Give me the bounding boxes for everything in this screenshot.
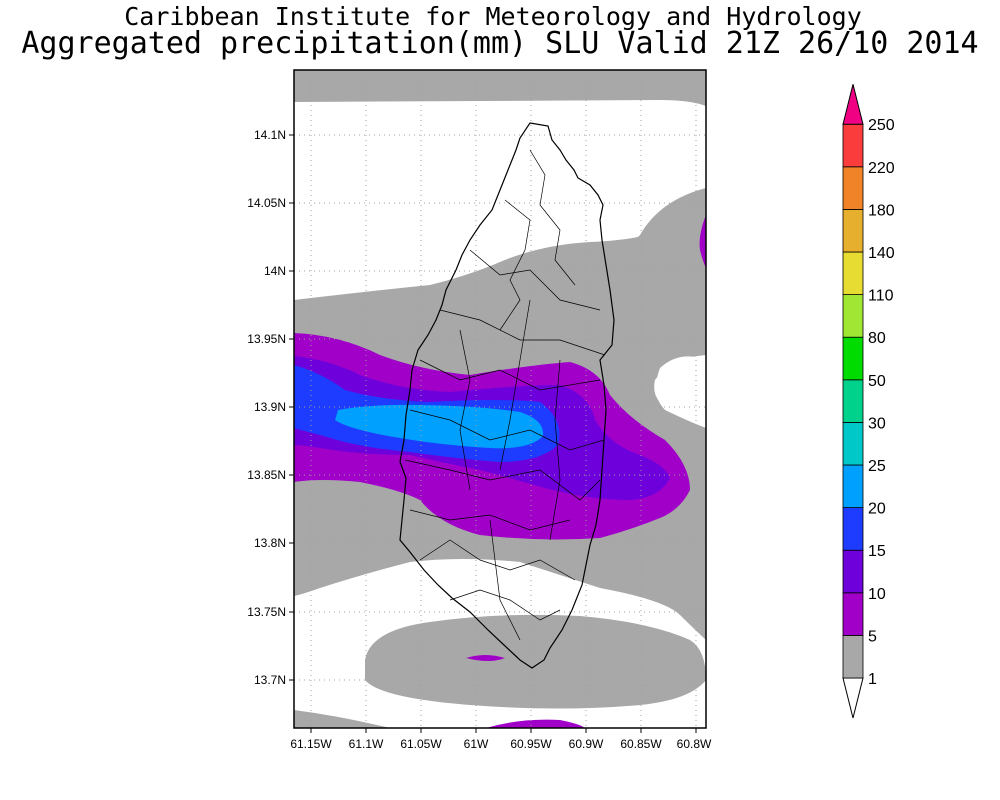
colorbar-label: 250 <box>868 117 895 134</box>
lon-tick-label: 60.8W <box>677 737 712 751</box>
colorbar-arrow-bottom <box>842 677 864 719</box>
colorbar-segment <box>842 166 864 210</box>
colorbar-segment <box>842 379 864 423</box>
colorbar-segment <box>842 208 864 253</box>
colorbar-label: 110 <box>868 288 894 305</box>
colorbar-label: 15 <box>868 543 886 560</box>
map-gridlines <box>294 70 706 728</box>
precip-band-5-10-bottom <box>486 719 585 728</box>
colorbar-segment <box>842 251 864 295</box>
precip-band-1-5-bottom <box>365 614 706 709</box>
colorbar-segment <box>842 294 864 338</box>
lon-tick-label: 60.95W <box>510 737 552 751</box>
lat-tick-label: 13.85N <box>247 468 286 482</box>
lon-tick-label: 61.15W <box>290 737 332 751</box>
colorbar-label: 80 <box>868 330 886 347</box>
colorbar-label: 30 <box>868 415 886 432</box>
precip-band-5-10-spot <box>466 655 505 661</box>
lat-axis: 14.1N 14.05N 14N 13.95N 13.9N 13.85N 13.… <box>247 128 294 687</box>
lon-tick-label: 60.85W <box>620 737 662 751</box>
colorbar-segment <box>842 421 864 466</box>
colorbar-label: 20 <box>868 501 886 518</box>
lat-tick-label: 14.05N <box>247 196 286 210</box>
lon-axis: 61.15W 61.1W 61.05W 61W 60.95W 60.9W 60.… <box>290 728 712 751</box>
lon-tick-label: 60.9W <box>569 737 604 751</box>
colorbar-label: 1 <box>868 671 877 688</box>
colorbar-segment <box>842 635 864 679</box>
colorbar-segment <box>842 336 864 381</box>
precip-band-1-5-bottom-left <box>294 710 390 728</box>
precip-band-1-5-top <box>294 70 706 106</box>
lat-tick-label: 13.7N <box>254 673 286 687</box>
map-title-line1: Caribbean Institute for Meteorology and … <box>124 2 862 31</box>
lat-tick-label: 14.1N <box>254 128 286 142</box>
map-frame <box>293 69 707 729</box>
colorbar-segment <box>842 592 864 636</box>
lon-tick-label: 61.1W <box>349 737 384 751</box>
colorbar-arrow-top <box>842 84 864 125</box>
colorbar-label: 180 <box>868 202 895 219</box>
colorbar-label: 50 <box>868 373 886 390</box>
colorbar-label: 140 <box>868 245 895 262</box>
lat-tick-label: 13.95N <box>247 332 286 346</box>
precip-band-20-25 <box>335 404 544 449</box>
lon-tick-label: 61.05W <box>400 737 442 751</box>
lat-tick-label: 13.75N <box>247 605 286 619</box>
lat-tick-label: 13.9N <box>254 400 286 414</box>
lat-tick-label: 14N <box>264 264 286 278</box>
precip-band-lt1-right-pocket <box>654 355 706 420</box>
colorbar-segment <box>842 464 864 508</box>
island-outline <box>399 122 615 669</box>
colorbar-segment <box>842 123 864 168</box>
colorbar-label: 220 <box>868 160 895 177</box>
map-title-line2: Aggregated precipitation(mm) SLU Valid 2… <box>21 26 979 61</box>
colorbar-label: 5 <box>868 628 877 645</box>
precip-band-5-10-right-edge <box>699 215 706 268</box>
colorbar-segment <box>842 549 864 594</box>
lon-tick-label: 61W <box>464 737 489 751</box>
colorbar-segment <box>842 507 864 551</box>
lat-tick-label: 13.8N <box>254 536 286 550</box>
colorbar-label: 25 <box>868 458 886 475</box>
precip-field <box>294 70 706 728</box>
colorbar-label: 10 <box>868 586 886 603</box>
